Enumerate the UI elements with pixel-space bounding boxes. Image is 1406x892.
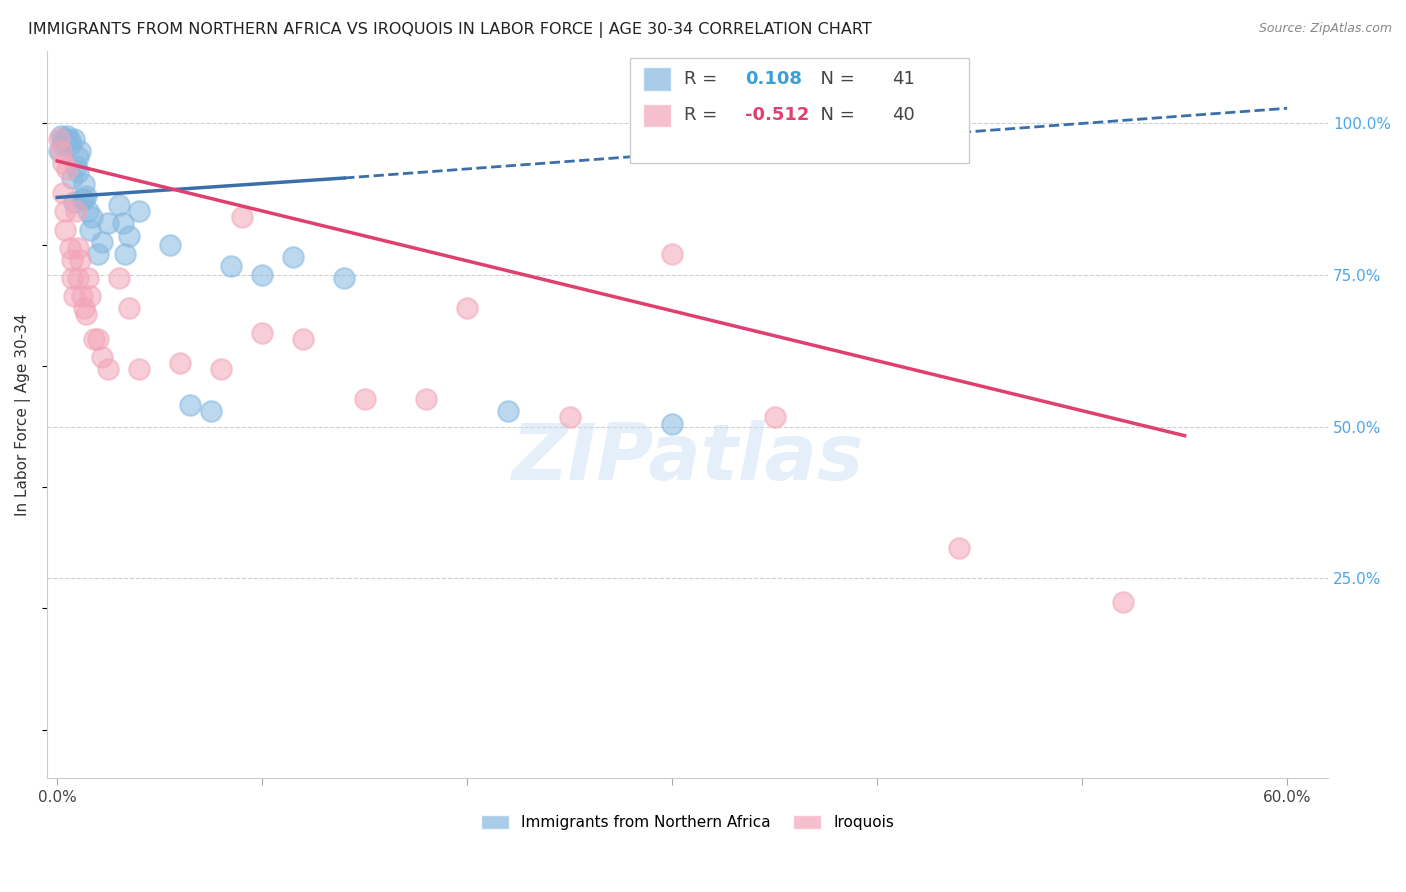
Point <box>66 150 89 164</box>
Point <box>80 211 103 225</box>
Point <box>66 165 89 179</box>
Point <box>55 222 77 236</box>
FancyBboxPatch shape <box>643 103 671 127</box>
FancyBboxPatch shape <box>630 58 969 163</box>
Point <box>73 177 96 191</box>
Point <box>128 362 150 376</box>
FancyBboxPatch shape <box>643 68 671 91</box>
Point <box>231 211 253 225</box>
Point <box>1112 595 1135 609</box>
Point <box>948 541 970 555</box>
Point <box>179 398 201 412</box>
Point <box>209 362 232 376</box>
Point <box>333 271 356 285</box>
Point <box>70 192 93 206</box>
Point <box>200 404 222 418</box>
Point <box>52 131 75 145</box>
Text: N =: N = <box>810 106 860 124</box>
Point <box>558 410 581 425</box>
Text: N =: N = <box>810 70 860 88</box>
Point <box>79 222 101 236</box>
Y-axis label: In Labor Force | Age 30-34: In Labor Force | Age 30-34 <box>15 313 31 516</box>
Point <box>56 131 79 145</box>
Point <box>52 156 75 170</box>
Point <box>107 271 129 285</box>
Point <box>661 417 683 431</box>
Point <box>60 252 83 267</box>
Text: 40: 40 <box>893 106 915 124</box>
Legend: Immigrants from Northern Africa, Iroquois: Immigrants from Northern Africa, Iroquoi… <box>475 809 900 836</box>
Point <box>159 237 181 252</box>
Point <box>763 410 786 425</box>
Point <box>661 247 683 261</box>
Text: R =: R = <box>683 70 723 88</box>
Point <box>87 332 110 346</box>
Point <box>75 307 97 321</box>
Point <box>58 137 80 152</box>
Point <box>48 131 70 145</box>
Point <box>97 217 120 231</box>
Point <box>77 271 100 285</box>
Point <box>55 133 77 147</box>
Point <box>77 204 100 219</box>
Point <box>52 186 75 201</box>
Point <box>83 332 105 346</box>
Point <box>250 268 273 282</box>
Point <box>118 301 141 316</box>
Point <box>107 198 129 212</box>
Point <box>69 144 91 158</box>
Point <box>55 136 77 150</box>
Point <box>62 289 84 303</box>
Text: 0.108: 0.108 <box>745 70 803 88</box>
Point <box>62 131 84 145</box>
Point <box>221 259 243 273</box>
Point <box>128 204 150 219</box>
Point <box>52 137 75 152</box>
Point <box>87 247 110 261</box>
Point <box>169 356 191 370</box>
Text: ZIPatlas: ZIPatlas <box>512 420 863 496</box>
Point <box>48 144 70 158</box>
Point <box>496 404 519 418</box>
Point <box>66 241 89 255</box>
Point <box>55 204 77 219</box>
Point <box>456 301 478 316</box>
Point <box>91 350 114 364</box>
Text: Source: ZipAtlas.com: Source: ZipAtlas.com <box>1258 22 1392 36</box>
Point <box>73 301 96 316</box>
Point <box>65 204 87 219</box>
Point <box>114 247 136 261</box>
Point <box>60 271 83 285</box>
Point <box>97 362 120 376</box>
Point <box>70 289 93 303</box>
Point <box>51 128 73 143</box>
Text: IMMIGRANTS FROM NORTHERN AFRICA VS IROQUOIS IN LABOR FORCE | AGE 30-34 CORRELATI: IMMIGRANTS FROM NORTHERN AFRICA VS IROQU… <box>28 22 872 38</box>
Point <box>60 171 83 186</box>
Point <box>415 392 437 407</box>
Point <box>58 133 80 147</box>
Point <box>56 128 79 143</box>
Point <box>250 326 273 340</box>
Point <box>62 195 84 210</box>
Point <box>118 228 141 243</box>
Point <box>58 241 80 255</box>
Point <box>79 289 101 303</box>
Point <box>56 161 79 176</box>
Point <box>292 332 315 346</box>
Point <box>91 235 114 249</box>
Text: 41: 41 <box>893 70 915 88</box>
Point <box>111 217 134 231</box>
Text: R =: R = <box>683 106 723 124</box>
Point <box>65 159 87 173</box>
Point <box>281 250 304 264</box>
Point <box>66 271 89 285</box>
Point <box>75 189 97 203</box>
Point <box>69 252 91 267</box>
Point <box>51 144 73 158</box>
Point <box>73 192 96 206</box>
Text: -0.512: -0.512 <box>745 106 810 124</box>
Point <box>353 392 375 407</box>
